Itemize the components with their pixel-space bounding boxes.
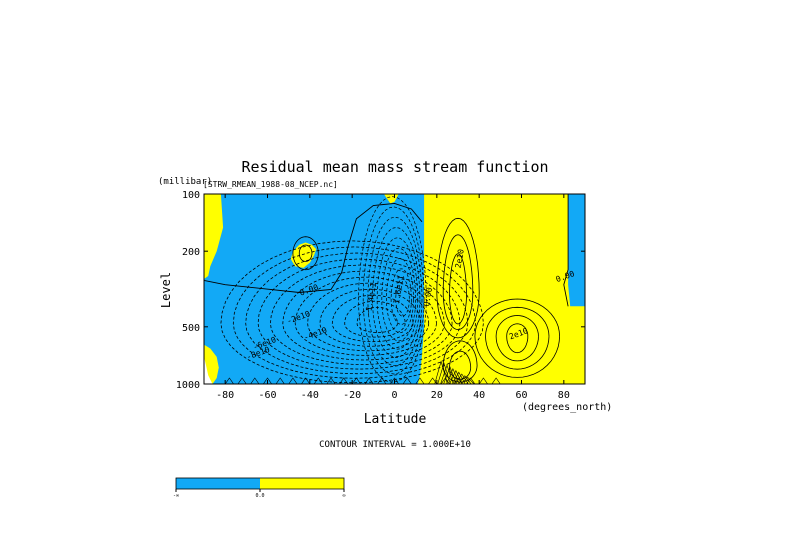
y-tick-label: 200: [182, 247, 200, 258]
contour-negative: [381, 247, 417, 342]
chart-title: Residual mean mass stream function: [241, 158, 548, 176]
contour-negative: [386, 258, 414, 334]
y-tick-label: 1000: [176, 380, 200, 391]
contour-surface: [250, 377, 260, 384]
x-tick-label: -40: [301, 390, 319, 401]
contour-surface: [440, 364, 454, 384]
contour-negative: [331, 294, 414, 343]
contour-negative: [372, 227, 421, 358]
contour-positive: [506, 323, 529, 354]
contour-surface: [364, 377, 374, 384]
contour-surface: [402, 377, 412, 384]
region-positive-bubble: [290, 242, 317, 268]
contour-positive: [436, 217, 480, 339]
colorbar-swatch: [260, 478, 344, 489]
x-tick-label: 40: [473, 390, 485, 401]
x-tick-label: 80: [558, 390, 570, 401]
contour-surface: [390, 377, 399, 384]
contour-negative: [307, 282, 430, 352]
y-tick-label: 100: [182, 190, 200, 201]
contour-positive: [495, 315, 539, 362]
contour-negative: [344, 300, 406, 338]
colorbar-label: 0.0: [255, 493, 264, 499]
contour-surface: [478, 377, 488, 384]
contour-zero: [204, 202, 423, 293]
contour-surface: [440, 377, 450, 384]
contour-surface: [466, 377, 476, 384]
contour-positive: [474, 298, 560, 378]
contour-surface: [458, 375, 472, 384]
x-tick-label: 0: [391, 390, 397, 401]
contour-surface: [455, 373, 469, 384]
y-axis-ticks: 100 200 500 1000: [176, 190, 585, 391]
x-tick-label: -60: [258, 390, 276, 401]
colorbar-label: -∞: [173, 493, 179, 499]
x-tick-label: -20: [343, 390, 361, 401]
x-axis-label: Latitude: [364, 412, 427, 427]
contour-surface: [263, 377, 272, 384]
contour-negative: [245, 252, 469, 375]
contour-surface: [351, 377, 361, 384]
x-units-label: (degrees_north): [522, 402, 612, 413]
contour-surface: [313, 377, 323, 384]
color-bar: -∞ 0.0 ∞: [173, 477, 346, 499]
contour-surface: [449, 369, 463, 384]
x-tick-label: 20: [431, 390, 443, 401]
contour-surface: [434, 360, 448, 384]
contour-negative: [358, 196, 427, 383]
contour-label: 0.00: [422, 287, 434, 308]
contour-negative: [376, 237, 419, 350]
contour-interval-note: CONTOUR INTERVAL = 1.000E+10: [319, 440, 471, 450]
contour-negative: [319, 288, 422, 347]
contour-negative: [294, 276, 437, 356]
colorbar-label: ∞: [342, 493, 345, 499]
contour-surface: [453, 377, 463, 384]
contour-label: 2e10: [454, 248, 466, 269]
y-axis-label: Level: [159, 272, 173, 308]
contour-negative: [390, 268, 412, 325]
x-tick-label: -80: [216, 390, 234, 401]
contour-surface: [301, 377, 311, 384]
contour-positive: [292, 236, 319, 271]
contour-surface: [288, 377, 298, 384]
contour-surface: [224, 377, 234, 384]
contour-surface: [461, 376, 475, 384]
colorbar-swatch: [176, 478, 260, 489]
contour-surface: [491, 377, 501, 384]
contour-surface: [446, 368, 460, 384]
contour-surface: [326, 377, 336, 384]
contour-negative: [395, 278, 410, 317]
contour-positive: [298, 244, 313, 262]
contour-surface: [415, 377, 425, 384]
contour-negative: [220, 240, 484, 384]
y-units-label: (millibar): [158, 177, 212, 187]
region-negative-arctic: [568, 194, 585, 307]
contour-lines: [204, 194, 569, 384]
contour-surface: [452, 371, 466, 384]
contour-positive: [485, 306, 550, 370]
contour-surface: [339, 377, 349, 384]
contour-negative: [232, 246, 476, 379]
contour-negative: [257, 258, 461, 370]
contour-surface: [275, 377, 285, 384]
contour-negative: [282, 270, 445, 361]
contour-positive: [449, 253, 467, 325]
contour-positive: [442, 234, 474, 331]
region-missing: [204, 356, 213, 384]
x-axis-ticks: -80 -60 -40 -20 0 20 40 60 80: [216, 194, 570, 401]
x-tick-label: 60: [515, 390, 527, 401]
contour-surface: [443, 366, 457, 384]
contour-surface: [377, 377, 387, 384]
contour-surface: [437, 362, 451, 384]
y-tick-label: 500: [182, 323, 200, 334]
contour-surface: [237, 377, 247, 384]
contour-zero: [563, 194, 569, 307]
contour-negative: [362, 206, 425, 375]
contour-negative: [367, 216, 423, 367]
dataset-label: [STRW_RMEAN_1988-08_NCEP.nc]: [203, 180, 338, 189]
